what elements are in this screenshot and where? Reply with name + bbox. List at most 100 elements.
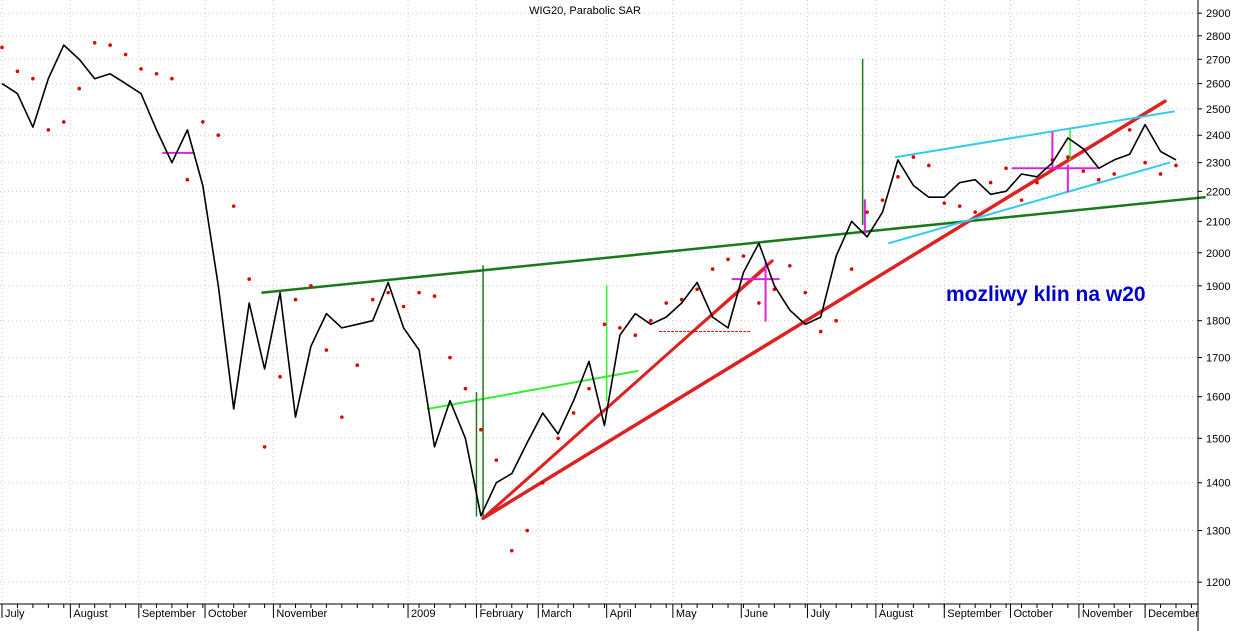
sar-dot <box>849 267 854 271</box>
y-tick-label: 2800 <box>1206 31 1230 43</box>
channel-upper-line <box>894 110 1175 159</box>
x-tick-label: May <box>676 608 697 620</box>
sar-dot <box>77 86 82 91</box>
x-tick-label: December <box>1148 608 1199 620</box>
sar-dot <box>571 411 576 415</box>
sar-dot <box>432 294 437 298</box>
sar-dot <box>973 210 977 214</box>
sar-dot <box>988 180 993 185</box>
sar-dot <box>741 254 746 258</box>
trendline-drawings <box>162 58 1206 521</box>
sar-dot <box>710 267 715 271</box>
sar-dot <box>942 201 947 205</box>
sar-dot <box>463 386 468 391</box>
sar-dot <box>1081 169 1086 173</box>
sar-dot <box>788 264 792 268</box>
sar-dot <box>293 297 298 302</box>
sar-dot <box>1004 166 1008 171</box>
sar-dot <box>494 458 499 462</box>
sar-dot <box>509 548 514 553</box>
support-trend-line <box>481 99 1167 521</box>
sar-dot <box>1096 177 1101 182</box>
sar-dot <box>695 287 699 292</box>
sar-dot <box>92 40 97 45</box>
x-tick-label: August <box>73 608 107 620</box>
sar-dot <box>46 128 51 132</box>
sar-dot <box>525 528 530 533</box>
x-tick-label: October <box>1013 608 1052 620</box>
y-tick-label: 1500 <box>1206 433 1230 445</box>
sar-dot <box>865 210 869 214</box>
y-tick-label: 1600 <box>1206 392 1230 404</box>
annotation-text: mozliwy klin na w20 <box>946 283 1146 306</box>
sar-dot <box>896 175 900 179</box>
y-tick-label: 1700 <box>1206 353 1230 365</box>
sar-dot <box>386 290 390 295</box>
sar-dot <box>927 163 931 168</box>
x-tick-label: February <box>479 608 524 620</box>
sar-dot <box>1019 198 1024 202</box>
y-tick-label: 1400 <box>1206 478 1230 490</box>
wig20-price-line <box>1 44 1177 517</box>
y-tick-label: 1200 <box>1206 577 1230 589</box>
sar-dot <box>309 284 313 288</box>
resistance-line <box>261 195 1206 294</box>
sar-dot <box>0 45 4 50</box>
sar-dot <box>911 155 916 159</box>
sar-dot <box>401 304 406 309</box>
sar-dot <box>1035 180 1039 185</box>
sar-dot <box>370 297 375 302</box>
sar-dot <box>448 355 452 360</box>
x-tick-label: July <box>5 608 25 620</box>
sar-dot <box>1066 155 1070 159</box>
x-tick-label: June <box>744 608 768 620</box>
y-tick-label: 2300 <box>1206 158 1230 170</box>
chart-title: WIG20, Parabolic SAR <box>529 5 641 17</box>
y-tick-label: 2400 <box>1206 130 1230 142</box>
sar-dot <box>679 297 684 302</box>
grid <box>0 0 1198 604</box>
sar-dot <box>139 67 143 71</box>
x-tick-label: April <box>610 608 632 620</box>
sar-dot <box>340 415 344 419</box>
sar-dot <box>648 318 653 323</box>
sar-dot <box>185 177 190 182</box>
sar-dot <box>834 318 838 323</box>
sar-dot <box>15 69 20 74</box>
sar-dot <box>540 480 545 485</box>
sar-dot <box>664 301 669 305</box>
x-tick-label: October <box>208 608 247 620</box>
x-tick-label: 2009 <box>411 608 435 620</box>
sar-dot <box>216 133 221 138</box>
sar-dot <box>726 257 730 262</box>
y-tick-label: 2200 <box>1206 186 1230 198</box>
steep-trend-line-inner <box>489 268 767 512</box>
sar-dot <box>880 198 885 202</box>
sar-dot <box>154 71 159 76</box>
x-tick-label: August <box>879 608 913 620</box>
sar-dot <box>618 326 622 330</box>
y-tick-label: 1300 <box>1206 526 1230 538</box>
x-tick-label: July <box>810 608 830 620</box>
sar-dot <box>757 301 761 305</box>
y-tick-label: 1800 <box>1206 316 1230 328</box>
x-tick-label: September <box>142 608 196 620</box>
sar-dot <box>247 277 251 281</box>
sar-dot <box>61 120 66 124</box>
sar-dot <box>803 290 808 295</box>
x-tick-label: September <box>947 608 1001 620</box>
x-tick-label: November <box>276 608 327 620</box>
sar-dot <box>1127 128 1132 132</box>
parabolic-sar-dots <box>0 40 1178 553</box>
sar-dot <box>278 375 282 379</box>
y-tick-label: 2500 <box>1206 104 1230 116</box>
sar-dot <box>31 76 35 81</box>
sar-dot <box>108 43 112 47</box>
y-tick-label: 2000 <box>1206 248 1230 260</box>
y-tick-label: 2600 <box>1206 79 1230 91</box>
price-line <box>1 44 1177 517</box>
sar-dot <box>1143 160 1147 165</box>
